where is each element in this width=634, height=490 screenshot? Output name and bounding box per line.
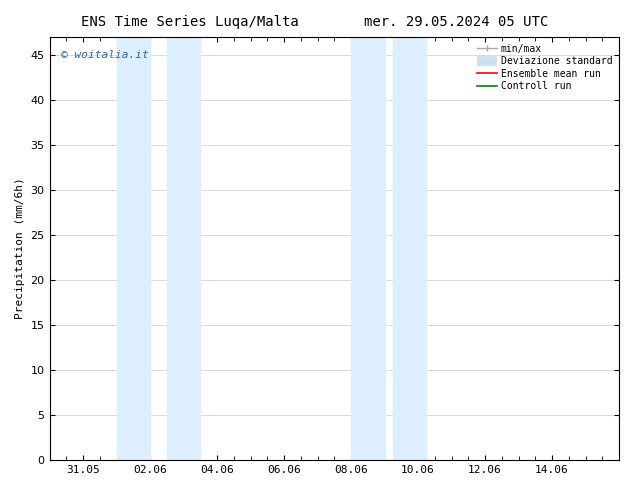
Y-axis label: Precipitation (mm/6h): Precipitation (mm/6h) — [15, 178, 25, 319]
Bar — [117, 37, 150, 460]
Text: © woitalia.it: © woitalia.it — [61, 50, 149, 60]
Bar — [393, 37, 427, 460]
Text: mer. 29.05.2024 05 UTC: mer. 29.05.2024 05 UTC — [365, 15, 548, 29]
Bar — [351, 37, 384, 460]
Bar — [167, 37, 200, 460]
Legend: min/max, Deviazione standard, Ensemble mean run, Controll run: min/max, Deviazione standard, Ensemble m… — [476, 42, 614, 93]
Text: ENS Time Series Luqa/Malta: ENS Time Series Luqa/Malta — [81, 15, 299, 29]
